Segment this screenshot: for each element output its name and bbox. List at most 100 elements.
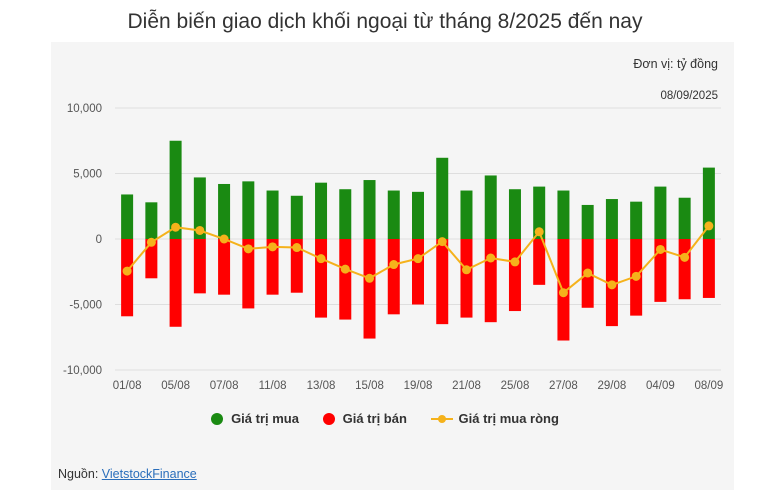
legend-sell-label: Giá trị bán bbox=[342, 411, 407, 426]
bar-buy bbox=[508, 189, 521, 239]
bar-buy bbox=[581, 204, 594, 239]
bar-sell bbox=[484, 239, 497, 323]
bar-buy bbox=[533, 186, 546, 239]
x-tick-label: 07/08 bbox=[210, 380, 239, 392]
net-point bbox=[704, 221, 714, 231]
bar-buy bbox=[678, 197, 691, 239]
bar-buy bbox=[218, 183, 231, 239]
bar-sell bbox=[315, 239, 328, 318]
bar-buy bbox=[630, 201, 643, 239]
x-tick-label: 08/09 bbox=[694, 380, 723, 392]
bar-sell bbox=[339, 239, 352, 320]
bar-buy bbox=[460, 190, 473, 239]
bar-buy bbox=[121, 194, 134, 239]
bar-buy bbox=[145, 202, 158, 239]
y-tick-label: -10,000 bbox=[63, 365, 102, 377]
bar-sell bbox=[169, 239, 182, 327]
x-tick-label: 01/08 bbox=[113, 380, 142, 392]
bar-sell bbox=[193, 239, 206, 294]
x-tick-label: 21/08 bbox=[452, 380, 481, 392]
legend-net-label: Giá trị mua ròng bbox=[458, 411, 559, 426]
bar-buy bbox=[557, 190, 570, 239]
net-point bbox=[268, 242, 278, 252]
legend-item-buy[interactable]: Giá trị mua bbox=[211, 411, 299, 426]
net-point bbox=[558, 288, 568, 298]
date-label: 08/09/2025 bbox=[660, 90, 718, 102]
bar-buy bbox=[654, 186, 667, 239]
legend-sell-marker bbox=[322, 412, 335, 425]
bar-sell bbox=[218, 239, 231, 295]
x-tick-label: 05/08 bbox=[161, 380, 190, 392]
bar-buy bbox=[242, 181, 255, 239]
bar-buy bbox=[363, 180, 376, 239]
bar-sell bbox=[145, 239, 158, 279]
bar-sell bbox=[654, 239, 667, 302]
net-point bbox=[389, 260, 399, 270]
net-point bbox=[219, 234, 229, 244]
bar-buy bbox=[315, 182, 328, 239]
bar-buy bbox=[169, 140, 182, 239]
net-point bbox=[195, 225, 205, 235]
x-tick-label: 19/08 bbox=[404, 380, 433, 392]
legend-net-marker bbox=[430, 413, 453, 425]
net-point bbox=[340, 264, 350, 274]
bar-buy bbox=[290, 195, 303, 239]
bar-sell bbox=[702, 239, 715, 298]
bar-sell bbox=[290, 239, 303, 293]
net-point bbox=[510, 257, 520, 267]
net-point bbox=[243, 244, 253, 254]
x-tick-label: 04/09 bbox=[646, 380, 675, 392]
bar-sell bbox=[436, 239, 449, 325]
net-point bbox=[583, 268, 593, 278]
bar-buy bbox=[412, 191, 424, 239]
legend-item-net[interactable]: Giá trị mua ròng bbox=[430, 411, 559, 426]
bar-sell bbox=[121, 239, 134, 317]
source-note: Nguồn: VietstockFinance bbox=[58, 467, 197, 481]
bar-buy bbox=[193, 177, 206, 239]
net-point bbox=[146, 237, 156, 247]
net-point bbox=[413, 254, 423, 264]
bar-sell bbox=[412, 239, 424, 305]
bar-buy bbox=[339, 189, 352, 239]
bar-sell bbox=[460, 239, 473, 318]
bar-sell bbox=[242, 239, 255, 309]
legend-buy-label: Giá trị mua bbox=[231, 411, 299, 426]
bar-buy bbox=[484, 175, 497, 239]
source-link[interactable]: VietstockFinance bbox=[101, 467, 197, 481]
net-point bbox=[292, 243, 302, 253]
bar-sell bbox=[363, 239, 376, 339]
net-point bbox=[316, 254, 326, 264]
net-point bbox=[122, 266, 132, 276]
bar-sell bbox=[678, 239, 691, 300]
x-tick-label: 15/08 bbox=[355, 380, 384, 392]
net-point bbox=[631, 271, 641, 281]
y-tick-label: 0 bbox=[96, 234, 102, 246]
net-point bbox=[680, 252, 690, 262]
bar-buy bbox=[266, 190, 279, 239]
x-tick-label: 27/08 bbox=[549, 380, 578, 392]
legend-item-sell[interactable]: Giá trị bán bbox=[322, 411, 407, 426]
x-tick-label: 11/08 bbox=[259, 380, 287, 392]
x-tick-label: 25/08 bbox=[501, 380, 530, 392]
net-point bbox=[534, 227, 544, 237]
x-tick-label: 29/08 bbox=[598, 380, 627, 392]
net-point bbox=[655, 244, 665, 254]
legend: Giá trị mua Giá trị bán Giá trị mua ròng bbox=[0, 411, 770, 428]
net-point bbox=[365, 273, 375, 283]
y-tick-label: 10,000 bbox=[67, 103, 102, 115]
bar-sell bbox=[266, 239, 279, 295]
bar-sell bbox=[387, 239, 400, 315]
bar-sell bbox=[533, 239, 546, 285]
net-point bbox=[607, 280, 617, 290]
y-tick-label: -5,000 bbox=[69, 300, 102, 312]
net-point bbox=[437, 237, 447, 247]
net-point bbox=[171, 222, 181, 232]
bar-buy bbox=[436, 157, 449, 239]
unit-label: Đơn vị: tỷ đồng bbox=[633, 57, 718, 71]
chart-title: Diễn biến giao dịch khối ngoại từ tháng … bbox=[127, 10, 643, 33]
source-prefix: Nguồn: bbox=[58, 467, 102, 481]
x-tick-label: 13/08 bbox=[307, 380, 336, 392]
bar-buy bbox=[605, 199, 618, 239]
bar-buy bbox=[387, 190, 400, 239]
